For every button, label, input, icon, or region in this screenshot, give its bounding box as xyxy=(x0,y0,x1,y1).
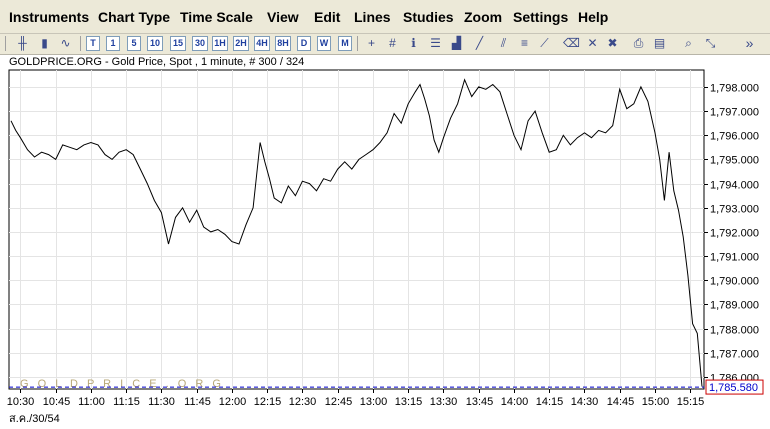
toolbar-separator xyxy=(5,36,6,51)
x-tick-label: 15:15 xyxy=(677,396,705,408)
timescale-button-5[interactable]: 5 xyxy=(127,36,141,51)
study-list-icon[interactable]: ☰ xyxy=(430,36,441,50)
y-tick-label: 1,793.000 xyxy=(710,204,759,216)
x-tick-label: 13:45 xyxy=(466,396,494,408)
toolbar-overflow-button[interactable]: » xyxy=(745,35,754,51)
candlestick-chart-icon[interactable]: ▮ xyxy=(41,36,48,50)
eraser-icon[interactable]: ⌫ xyxy=(563,36,580,50)
timescale-button-30[interactable]: 30 xyxy=(192,36,208,51)
x-tick-label: 11:45 xyxy=(184,396,211,408)
x-tick-label: 11:15 xyxy=(113,396,140,408)
y-tick-label: 1,791.000 xyxy=(710,252,759,264)
channel-icon[interactable]: ⫽ xyxy=(500,36,507,50)
last-price-label: 1,785.580 xyxy=(709,382,758,394)
print-icon[interactable]: ⎙ xyxy=(633,36,644,50)
x-tick-label: 10:45 xyxy=(43,396,71,408)
y-tick-label: 1,789.000 xyxy=(710,300,759,312)
y-tick-label: 1,792.000 xyxy=(710,228,759,240)
menu-lines[interactable]: Lines xyxy=(354,9,391,25)
info-icon[interactable]: ℹ xyxy=(411,36,416,50)
date-label: ส.ค./30/54 xyxy=(9,413,60,425)
timescale-button-t[interactable]: T xyxy=(86,36,100,51)
x-tick-label: 12:30 xyxy=(289,396,317,408)
menu-view[interactable]: View xyxy=(267,9,299,25)
gann-icon[interactable]: ⟋ xyxy=(540,36,549,50)
print-preview-icon[interactable]: ▤ xyxy=(653,36,666,50)
timescale-button-m[interactable]: M xyxy=(338,36,352,51)
y-tick-label: 1,798.000 xyxy=(710,83,759,95)
x-tick-label: 11:30 xyxy=(148,396,175,408)
x-tick-label: 13:00 xyxy=(360,396,388,408)
y-tick-label: 1,788.000 xyxy=(710,325,759,337)
crosshair-icon[interactable]: + xyxy=(367,36,375,50)
erase-all-icon[interactable]: ✖ xyxy=(607,36,618,50)
timescale-button-1[interactable]: 1 xyxy=(106,36,120,51)
menu-help[interactable]: Help xyxy=(578,9,609,25)
ohlc-chart-icon[interactable]: ╫ xyxy=(18,36,27,50)
menu-bar: Instruments Chart Type Time Scale View Edit L… xyxy=(0,0,770,34)
timescale-button-10[interactable]: 10 xyxy=(147,36,163,51)
timescale-button-w[interactable]: W xyxy=(317,36,331,51)
last-price-box xyxy=(705,379,764,395)
menu-settings[interactable]: Settings xyxy=(513,9,569,25)
line-chart-icon[interactable]: ∿ xyxy=(60,36,71,50)
x-tick-label: 12:45 xyxy=(325,396,353,408)
x-tick-label: 12:15 xyxy=(254,396,282,408)
watermark: G O L D P R I C E . O R G xyxy=(20,378,224,390)
timescale-button-d[interactable]: D xyxy=(297,36,311,51)
menu-studies[interactable]: Studies xyxy=(403,9,454,25)
x-tick-label: 13:15 xyxy=(395,396,423,408)
x-tick-label: 14:00 xyxy=(501,396,529,408)
pan-icon[interactable]: ⤡ xyxy=(705,36,716,50)
fibonacci-icon[interactable]: ≡ xyxy=(520,36,528,50)
price-line xyxy=(10,78,703,387)
x-tick-label: 15:00 xyxy=(642,396,670,408)
y-tick-label: 1,795.000 xyxy=(710,155,759,167)
x-tick-label: 14:30 xyxy=(571,396,599,408)
chart-title: GOLDPRICE.ORG - Gold Price, Spot , 1 min… xyxy=(9,56,305,68)
plot-area xyxy=(8,69,705,390)
menu-zoom[interactable]: Zoom xyxy=(464,9,503,25)
x-tick-label: 14:15 xyxy=(536,396,564,408)
x-tick-label: 11:00 xyxy=(78,396,105,408)
volume-bars-icon[interactable]: ▟ xyxy=(451,36,462,50)
toolbar-separator xyxy=(80,36,81,51)
timescale-button-8h[interactable]: 8H xyxy=(275,36,291,51)
toolbar: ╫ ▮ ∿ T 1 5 10 15 30 1H 2H 4H 8H D W M + # ℹ ☰ ▟ ╱ ⫽ ≡ ⟋ ⌫ ✕ ✖ ⎙ ▤ ⌕ ⤡» xyxy=(0,34,770,55)
timescale-button-1h[interactable]: 1H xyxy=(212,36,228,51)
x-tick-label: 14:45 xyxy=(607,396,635,408)
timescale-button-15[interactable]: 15 xyxy=(170,36,186,51)
timescale-button-4h[interactable]: 4H xyxy=(254,36,270,51)
y-tick-label: 1,787.000 xyxy=(710,349,759,361)
y-tick-label: 1,794.000 xyxy=(710,180,759,192)
menu-edit[interactable]: Edit xyxy=(314,9,341,25)
menu-instruments[interactable]: Instruments xyxy=(9,9,90,25)
x-tick-label: 13:30 xyxy=(430,396,458,408)
x-tick-label: 10:30 xyxy=(7,396,35,408)
trendline-icon[interactable]: ╱ xyxy=(475,36,484,50)
timescale-button-2h[interactable]: 2H xyxy=(233,36,249,51)
grid-icon[interactable]: # xyxy=(389,36,396,50)
y-tick-label: 1,796.000 xyxy=(710,131,759,143)
y-tick-label: 1,790.000 xyxy=(710,276,759,288)
zoom-icon[interactable]: ⌕ xyxy=(685,36,692,50)
x-tick-label: 12:00 xyxy=(219,396,247,408)
toolbar-separator xyxy=(357,36,358,51)
delete-icon[interactable]: ✕ xyxy=(587,36,598,50)
menu-chart-type[interactable]: Chart Type xyxy=(98,9,171,25)
menu-time-scale[interactable]: Time Scale xyxy=(180,9,253,25)
y-tick-label: 1,797.000 xyxy=(710,107,759,119)
